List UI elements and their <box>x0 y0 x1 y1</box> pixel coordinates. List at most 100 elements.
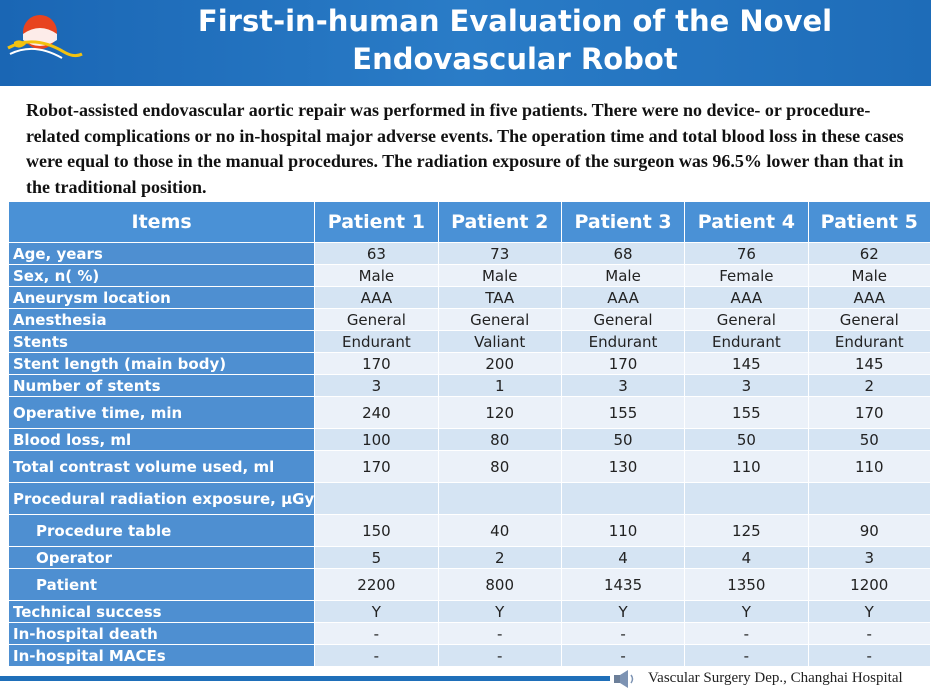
table-row: Total contrast volume used, ml 170 80 130 11… <box>7 450 931 483</box>
results-table: Items Patient 1 Patient 2 Patient 3 Pati… <box>7 201 931 667</box>
cell-patient-3: 110 <box>560 514 686 547</box>
page-title: First-in-human Evaluation of the Novel E… <box>100 2 930 78</box>
cell-patient-1 <box>314 482 439 515</box>
cell-patient-5: 145 <box>807 352 931 375</box>
cell-patient-4: 125 <box>684 514 809 547</box>
cell-patient-1: - <box>314 622 439 645</box>
row-label: In-hospital MACEs <box>7 644 316 667</box>
cell-patient-3: AAA <box>560 286 686 309</box>
cell-patient-1: 63 <box>314 242 439 265</box>
table-row: Patient 2200 800 1435 1350 1200 <box>7 568 931 601</box>
row-label: Procedural radiation exposure, μGy <box>7 482 316 515</box>
cell-patient-4: 110 <box>684 450 809 483</box>
cell-patient-3: General <box>560 308 686 331</box>
table-row: Operative time, min 240 120 155 155 170 <box>7 396 931 429</box>
cell-patient-4: General <box>684 308 809 331</box>
cell-patient-4: 155 <box>684 396 809 429</box>
cell-patient-2: TAA <box>437 286 562 309</box>
header-items: Items <box>7 201 316 243</box>
cell-patient-2: 2 <box>437 546 562 569</box>
cell-patient-1: 5 <box>314 546 439 569</box>
cell-patient-4: 50 <box>684 428 809 451</box>
cell-patient-4: 1350 <box>684 568 809 601</box>
cell-patient-4: - <box>684 622 809 645</box>
table-row: Procedural radiation exposure, μGy <box>7 482 931 515</box>
cell-patient-2: 1 <box>437 374 562 397</box>
cell-patient-1: 2200 <box>314 568 439 601</box>
cell-patient-2: Valiant <box>437 330 562 353</box>
title-line-2: Endovascular Robot <box>352 42 678 76</box>
cell-patient-4: 76 <box>684 242 809 265</box>
cell-patient-4: Endurant <box>684 330 809 353</box>
cell-patient-1: 240 <box>314 396 439 429</box>
cell-patient-5: 3 <box>807 546 931 569</box>
cell-patient-2: 800 <box>437 568 562 601</box>
cell-patient-5: Male <box>807 264 931 287</box>
table-row: Technical success Y Y Y Y Y <box>7 600 931 623</box>
cell-patient-4: - <box>684 644 809 667</box>
row-label: Number of stents <box>7 374 316 397</box>
cell-patient-3 <box>560 482 686 515</box>
cell-patient-2: 80 <box>437 450 562 483</box>
table-row: Aneurysm location AAA TAA AAA AAA AAA <box>7 286 931 309</box>
cell-patient-3: Endurant <box>560 330 686 353</box>
cell-patient-3: 4 <box>560 546 686 569</box>
cell-patient-3: - <box>560 644 686 667</box>
row-label: Procedure table <box>7 514 316 547</box>
cell-patient-5: Endurant <box>807 330 931 353</box>
cell-patient-3: Y <box>560 600 686 623</box>
table-row: Number of stents 3 1 3 3 2 <box>7 374 931 397</box>
cell-patient-1: AAA <box>314 286 439 309</box>
cell-patient-2: 80 <box>437 428 562 451</box>
cell-patient-3: - <box>560 622 686 645</box>
cell-patient-2 <box>437 482 562 515</box>
cell-patient-3: 130 <box>560 450 686 483</box>
cell-patient-2: 200 <box>437 352 562 375</box>
row-label: Sex, n( %) <box>7 264 316 287</box>
table-row: In-hospital death - - - - - <box>7 622 931 645</box>
row-label: Operator <box>7 546 316 569</box>
cell-patient-5: Y <box>807 600 931 623</box>
row-label: Total contrast volume used, ml <box>7 450 316 483</box>
table-row: Blood loss, ml 100 80 50 50 50 <box>7 428 931 451</box>
cell-patient-2: - <box>437 622 562 645</box>
cell-patient-2: Y <box>437 600 562 623</box>
cell-patient-2: 120 <box>437 396 562 429</box>
cell-patient-3: 3 <box>560 374 686 397</box>
header-patient-5: Patient 5 <box>807 201 931 243</box>
cell-patient-2: General <box>437 308 562 331</box>
cell-patient-4: 3 <box>684 374 809 397</box>
table-body: Age, years 63 73 68 76 62 Sex, n( %) Male Male Ma… <box>7 242 931 667</box>
row-label: Blood loss, ml <box>7 428 316 451</box>
cell-patient-5 <box>807 482 931 515</box>
cell-patient-2: - <box>437 644 562 667</box>
row-label: Technical success <box>7 600 316 623</box>
cell-patient-4: AAA <box>684 286 809 309</box>
cell-patient-4: 4 <box>684 546 809 569</box>
table-row: Operator 5 2 4 4 3 <box>7 546 931 569</box>
table-row: Stent length (main body) 170 200 170 145 145 <box>7 352 931 375</box>
row-label: Anesthesia <box>7 308 316 331</box>
table-row: Sex, n( %) Male Male Male Female Male <box>7 264 931 287</box>
cell-patient-4: 145 <box>684 352 809 375</box>
cell-patient-3: 170 <box>560 352 686 375</box>
cell-patient-2: 73 <box>437 242 562 265</box>
cell-patient-1: Endurant <box>314 330 439 353</box>
hospital-logo <box>7 15 83 59</box>
speaker-icon[interactable] <box>612 668 638 690</box>
cell-patient-1: 3 <box>314 374 439 397</box>
cell-patient-4 <box>684 482 809 515</box>
header-patient-1: Patient 1 <box>314 201 439 243</box>
cell-patient-5: - <box>807 622 931 645</box>
row-label: Aneurysm location <box>7 286 316 309</box>
cell-patient-5: - <box>807 644 931 667</box>
cell-patient-1: 170 <box>314 450 439 483</box>
cell-patient-1: - <box>314 644 439 667</box>
table-row: Procedure table 150 40 110 125 90 <box>7 514 931 547</box>
cell-patient-5: 1200 <box>807 568 931 601</box>
cell-patient-3: 68 <box>560 242 686 265</box>
cell-patient-5: AAA <box>807 286 931 309</box>
cell-patient-1: 170 <box>314 352 439 375</box>
table-row: In-hospital MACEs - - - - - <box>7 644 931 667</box>
cell-patient-1: 100 <box>314 428 439 451</box>
